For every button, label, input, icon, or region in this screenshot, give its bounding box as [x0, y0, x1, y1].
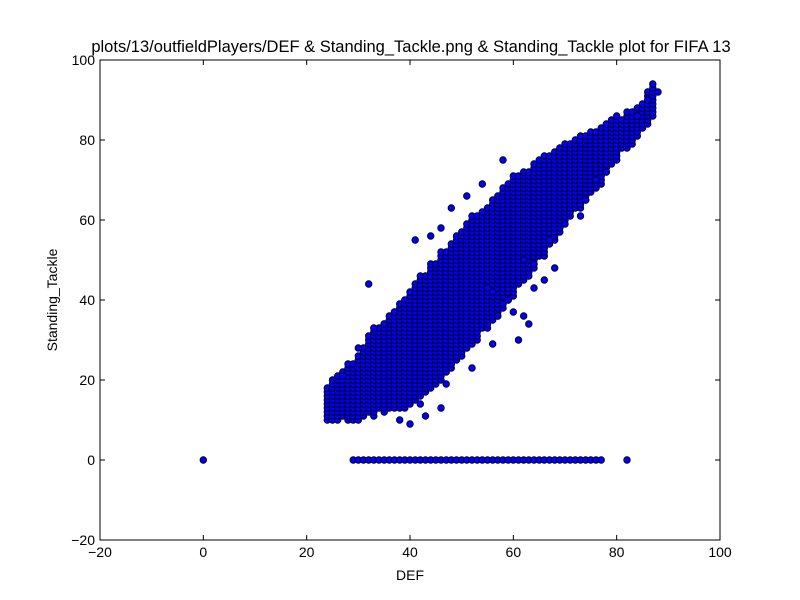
data-point — [597, 456, 605, 464]
data-point — [354, 344, 362, 352]
x-axis-label: DEF — [396, 567, 424, 583]
y-tick-label: 60 — [79, 212, 95, 228]
data-point — [421, 412, 430, 420]
x-tick-label: 100 — [708, 544, 732, 560]
data-point — [390, 308, 399, 316]
data-point — [437, 404, 445, 412]
data-point — [447, 204, 455, 212]
y-tick-label: 100 — [72, 52, 96, 68]
data-point — [504, 296, 512, 304]
x-tick-label: −20 — [88, 544, 112, 560]
data-point — [623, 456, 631, 464]
data-point — [633, 112, 641, 120]
data-point — [576, 212, 585, 220]
x-tick-label: 60 — [506, 544, 522, 560]
data-point — [365, 280, 373, 288]
data-point — [602, 168, 610, 176]
points-layer — [199, 80, 662, 464]
x-tick-label: 80 — [609, 544, 625, 560]
data-point — [339, 372, 347, 380]
data-point — [592, 176, 600, 184]
data-point — [530, 260, 538, 268]
y-axis-label: Standing_Tackle — [44, 248, 60, 351]
data-point — [613, 112, 621, 120]
y-tick-label: 80 — [79, 132, 95, 148]
data-point — [437, 224, 445, 232]
data-point — [551, 264, 559, 272]
data-point — [499, 300, 507, 308]
data-point — [199, 456, 207, 464]
data-point — [406, 420, 414, 428]
data-point — [530, 284, 538, 292]
data-point — [525, 320, 533, 328]
data-point — [380, 320, 388, 328]
data-point — [499, 156, 507, 164]
data-point — [416, 400, 424, 408]
data-point — [494, 312, 502, 320]
y-tick-label: 40 — [79, 292, 95, 308]
y-tick-label: −20 — [71, 532, 95, 548]
x-tick-label: 0 — [199, 544, 207, 560]
data-point — [396, 416, 404, 424]
data-point — [370, 324, 378, 332]
data-point — [483, 284, 492, 292]
data-point — [520, 312, 528, 320]
data-point — [468, 364, 476, 372]
data-point — [545, 236, 554, 244]
data-point — [509, 308, 517, 316]
x-tick-label: 40 — [402, 544, 418, 560]
data-point — [561, 220, 569, 228]
data-point — [442, 380, 450, 388]
data-point — [649, 80, 657, 88]
data-point — [489, 340, 497, 348]
data-point — [411, 236, 419, 244]
data-point — [582, 196, 590, 204]
data-point — [514, 336, 523, 344]
ticks-layer: −20 0 20 40 60 80 100 −20 0 20 40 60 80 100 — [71, 52, 732, 560]
x-tick-label: 20 — [299, 544, 315, 560]
data-point — [540, 276, 548, 284]
chart-title: plots/13/outfieldPlayers/DEF & Standing_… — [91, 38, 730, 56]
data-point — [489, 288, 497, 296]
data-point — [644, 96, 652, 104]
y-tick-label: 0 — [87, 452, 95, 468]
y-tick-label: 20 — [79, 372, 95, 388]
data-point — [427, 232, 435, 240]
data-point — [478, 180, 486, 188]
data-point — [654, 88, 662, 96]
data-point — [463, 192, 471, 200]
data-point — [520, 256, 528, 264]
